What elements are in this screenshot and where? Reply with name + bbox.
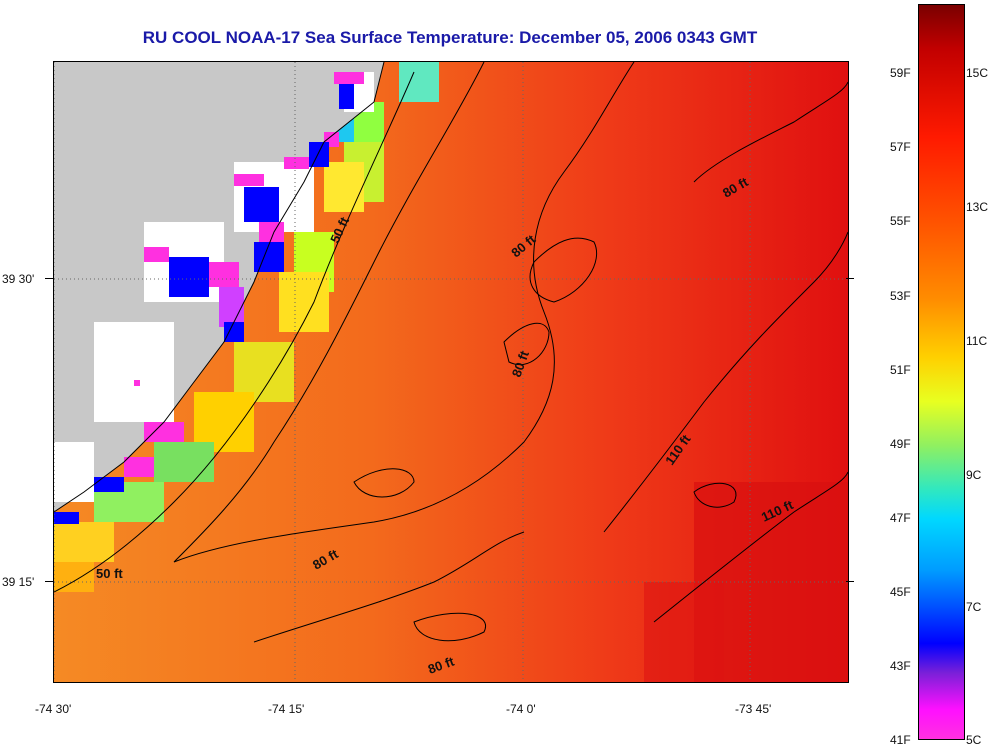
isobath-50ft <box>54 71 415 593</box>
longitude-label: -73 45' <box>735 702 772 716</box>
longitude-label: -74 15' <box>268 702 305 716</box>
colorbar-f-label: 43F <box>890 659 911 673</box>
colorbar-c-label: 15C <box>966 66 989 80</box>
colorbar-c-label: 9C <box>966 468 982 482</box>
latitude-label: 39 30' <box>2 272 35 286</box>
colorbar-f-label: 51F <box>890 363 911 377</box>
sst-map-svg: 50 ft 50 ft 80 ft 80 ft 80 ft 80 ft 80 f… <box>54 62 848 682</box>
colorbar-c-label: 7C <box>966 600 982 614</box>
map-title: RU COOL NOAA-17 Sea Surface Temperature:… <box>142 28 758 47</box>
colorbar-f-label: 45F <box>890 585 911 599</box>
isobath-110ft <box>603 231 848 533</box>
sst-map[interactable]: 50 ft 50 ft 80 ft 80 ft 80 ft 80 ft 80 f… <box>53 61 849 683</box>
colorbar-c-label: 11C <box>966 334 988 348</box>
colorbar-f-label: 53F <box>890 289 911 303</box>
longitude-label: -74 0' <box>506 702 536 716</box>
temperature-colorbar <box>918 4 965 740</box>
latitude-label: 39 15' <box>2 575 35 589</box>
lat-tick <box>846 581 854 582</box>
lat-tick <box>846 278 854 279</box>
shoal-ring <box>353 468 415 498</box>
colorbar-f-label: 49F <box>890 437 911 451</box>
shoal-ring <box>693 482 737 508</box>
lat-tick <box>45 581 53 582</box>
map-grid <box>54 62 848 682</box>
lat-tick <box>45 278 53 279</box>
isobath-80ft-south <box>253 531 525 643</box>
isobath-80ft <box>173 62 635 563</box>
contour-lines <box>54 62 848 643</box>
isobath-80ft-east <box>693 81 848 183</box>
colorbar-f-label: 59F <box>890 66 911 80</box>
cold-pixels <box>54 72 364 524</box>
colorbar-f-label: 41F <box>890 733 911 747</box>
colorbar-c-label: 5C <box>966 733 982 747</box>
colorbar-f-label: 57F <box>890 140 911 154</box>
colorbar-f-label: 47F <box>890 511 911 525</box>
shoal-ring <box>413 612 487 642</box>
shoal-ring <box>503 322 550 366</box>
longitude-label: -74 30' <box>35 702 72 716</box>
shoal-ring <box>529 237 598 303</box>
coastline <box>54 62 385 513</box>
colorbar-c-label: 13C <box>966 200 989 214</box>
coastal-cold-band <box>54 62 439 592</box>
isobath-110ft-se <box>653 471 848 623</box>
colorbar-f-label: 55F <box>890 214 911 228</box>
ocean-hot-patch <box>644 582 724 682</box>
isobath-label: 50 ft <box>96 566 123 581</box>
